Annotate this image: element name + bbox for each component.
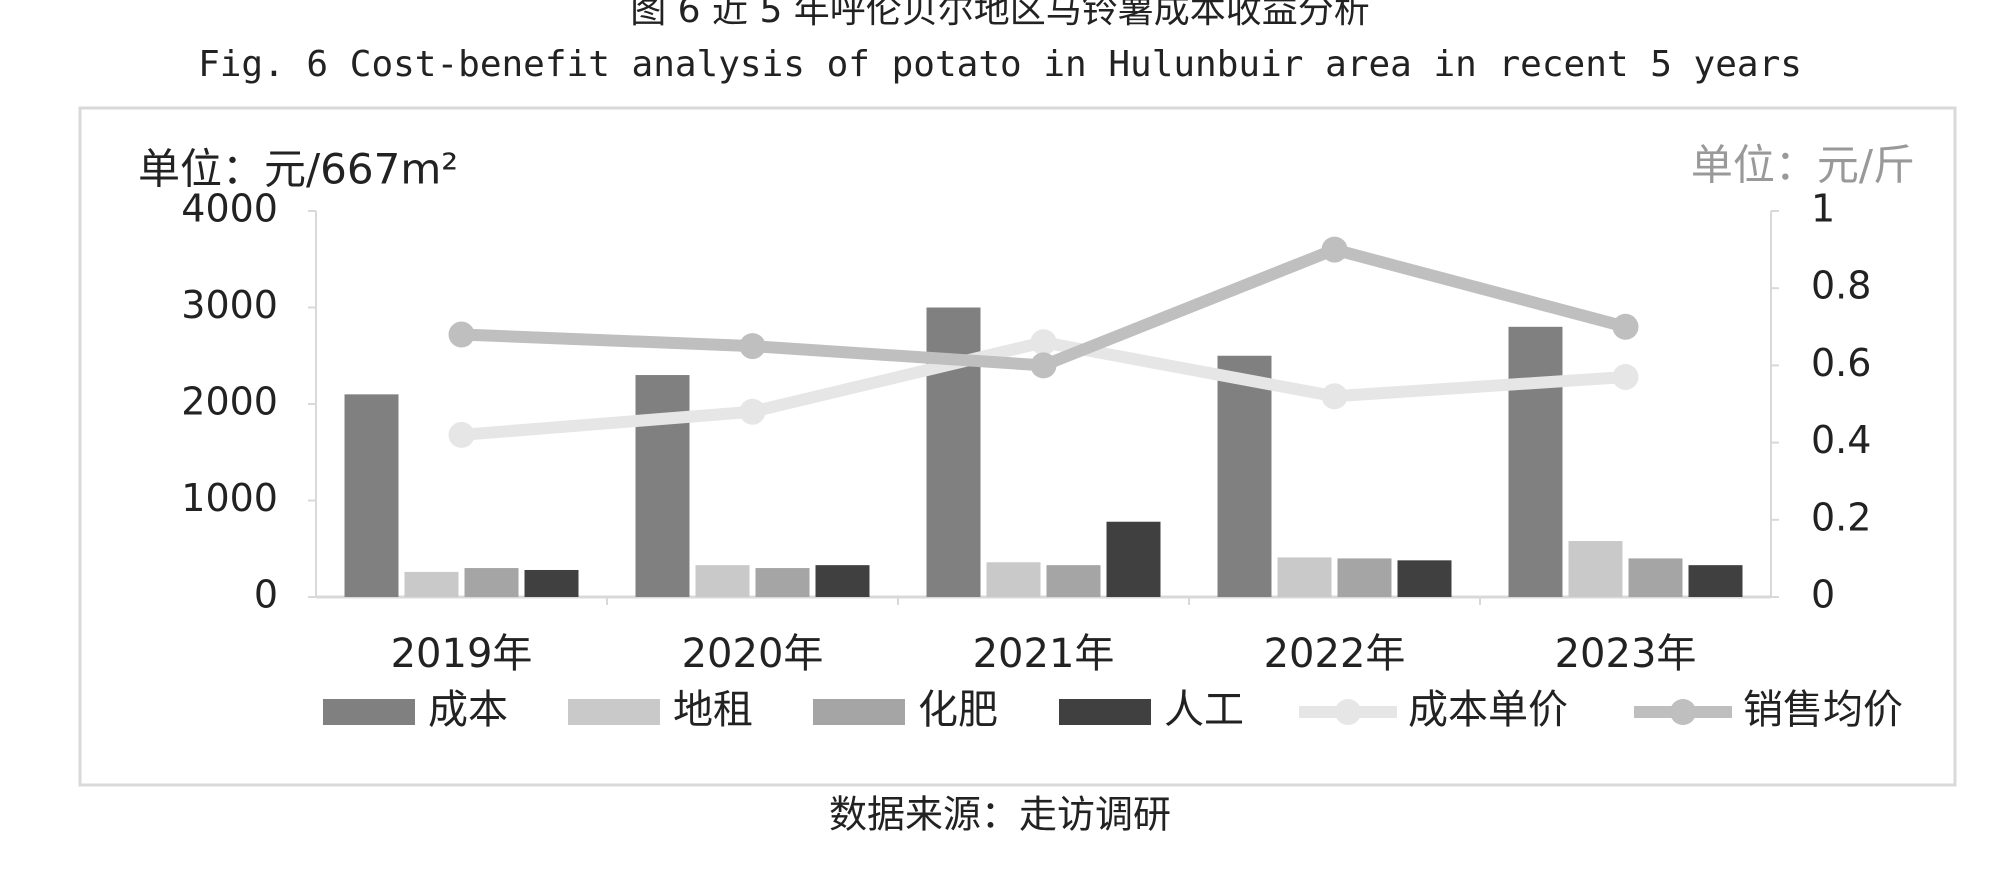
bar: [1568, 541, 1623, 597]
line-marker: [1321, 383, 1348, 410]
line-marker: [1612, 363, 1639, 390]
line-marker: [739, 398, 766, 425]
chart-subtitle: Fig. 6 Cost-benefit analysis of potato i…: [198, 44, 1802, 85]
y2-tick-label: 0.4: [1811, 418, 1871, 462]
bar: [1508, 326, 1563, 597]
bar: [1688, 565, 1743, 597]
legend-swatch: [1670, 699, 1696, 725]
legend-swatch: [813, 699, 905, 725]
bar: [464, 568, 519, 597]
y2-tick-label: 0: [1811, 573, 1835, 617]
bar: [815, 565, 870, 597]
bar: [986, 562, 1041, 597]
y2-tick-label: 1: [1811, 187, 1835, 231]
line-marker: [739, 333, 766, 360]
y-tick-label: 2000: [181, 380, 278, 424]
bar: [1337, 558, 1392, 597]
line-marker: [1030, 329, 1057, 356]
line-marker: [1321, 236, 1348, 263]
bar: [1217, 355, 1272, 597]
y-tick-label: 1000: [181, 476, 278, 520]
legend-swatch: [1335, 699, 1361, 725]
bar: [926, 307, 981, 597]
bar: [1277, 557, 1332, 597]
legend-label: 地租: [673, 687, 753, 733]
y2-tick-label: 0.2: [1811, 495, 1871, 539]
legend-swatch: [1059, 699, 1151, 725]
line-marker: [448, 421, 475, 448]
bar: [755, 568, 810, 597]
bar: [1106, 521, 1161, 597]
legend-swatch: [323, 699, 415, 725]
x-tick-label: 2023年: [1555, 631, 1697, 677]
legend-label: 化肥: [918, 687, 998, 733]
bar: [1046, 565, 1101, 597]
source-note: 数据来源：走访调研: [829, 793, 1171, 837]
bar: [695, 565, 750, 597]
bar: [344, 394, 399, 597]
y2-tick-label: 0.6: [1811, 341, 1871, 385]
bar: [404, 571, 459, 597]
x-tick-label: 2022年: [1264, 631, 1406, 677]
y-tick-label: 3000: [181, 283, 278, 327]
y-tick-label: 0: [254, 573, 278, 617]
bar: [1628, 558, 1683, 597]
y-tick-label: 4000: [181, 187, 278, 231]
y-unit-label: 单位：元/667m²: [138, 145, 458, 194]
legend-swatch: [568, 699, 660, 725]
x-tick-label: 2019年: [391, 631, 533, 677]
chart-frame: [78, 106, 1957, 787]
x-tick-label: 2020年: [682, 631, 824, 677]
legend-label: 成本: [428, 687, 508, 733]
line-marker: [1030, 352, 1057, 379]
legend-label: 销售均价: [1743, 687, 1903, 733]
y2-unit-label: 单位：元/斤: [1691, 141, 1915, 190]
line-marker: [1612, 313, 1639, 340]
y2-tick-label: 0.8: [1811, 264, 1871, 308]
chart-title: 图 6 近 5 年呼伦贝尔地区马铃薯成本收益分析: [630, 0, 1370, 31]
legend-label: 人工: [1164, 687, 1244, 733]
bar: [524, 569, 579, 597]
bar: [1397, 560, 1452, 597]
x-tick-label: 2021年: [973, 631, 1115, 677]
bar: [635, 375, 690, 597]
line-marker: [448, 321, 475, 348]
legend-label: 成本单价: [1408, 687, 1568, 733]
